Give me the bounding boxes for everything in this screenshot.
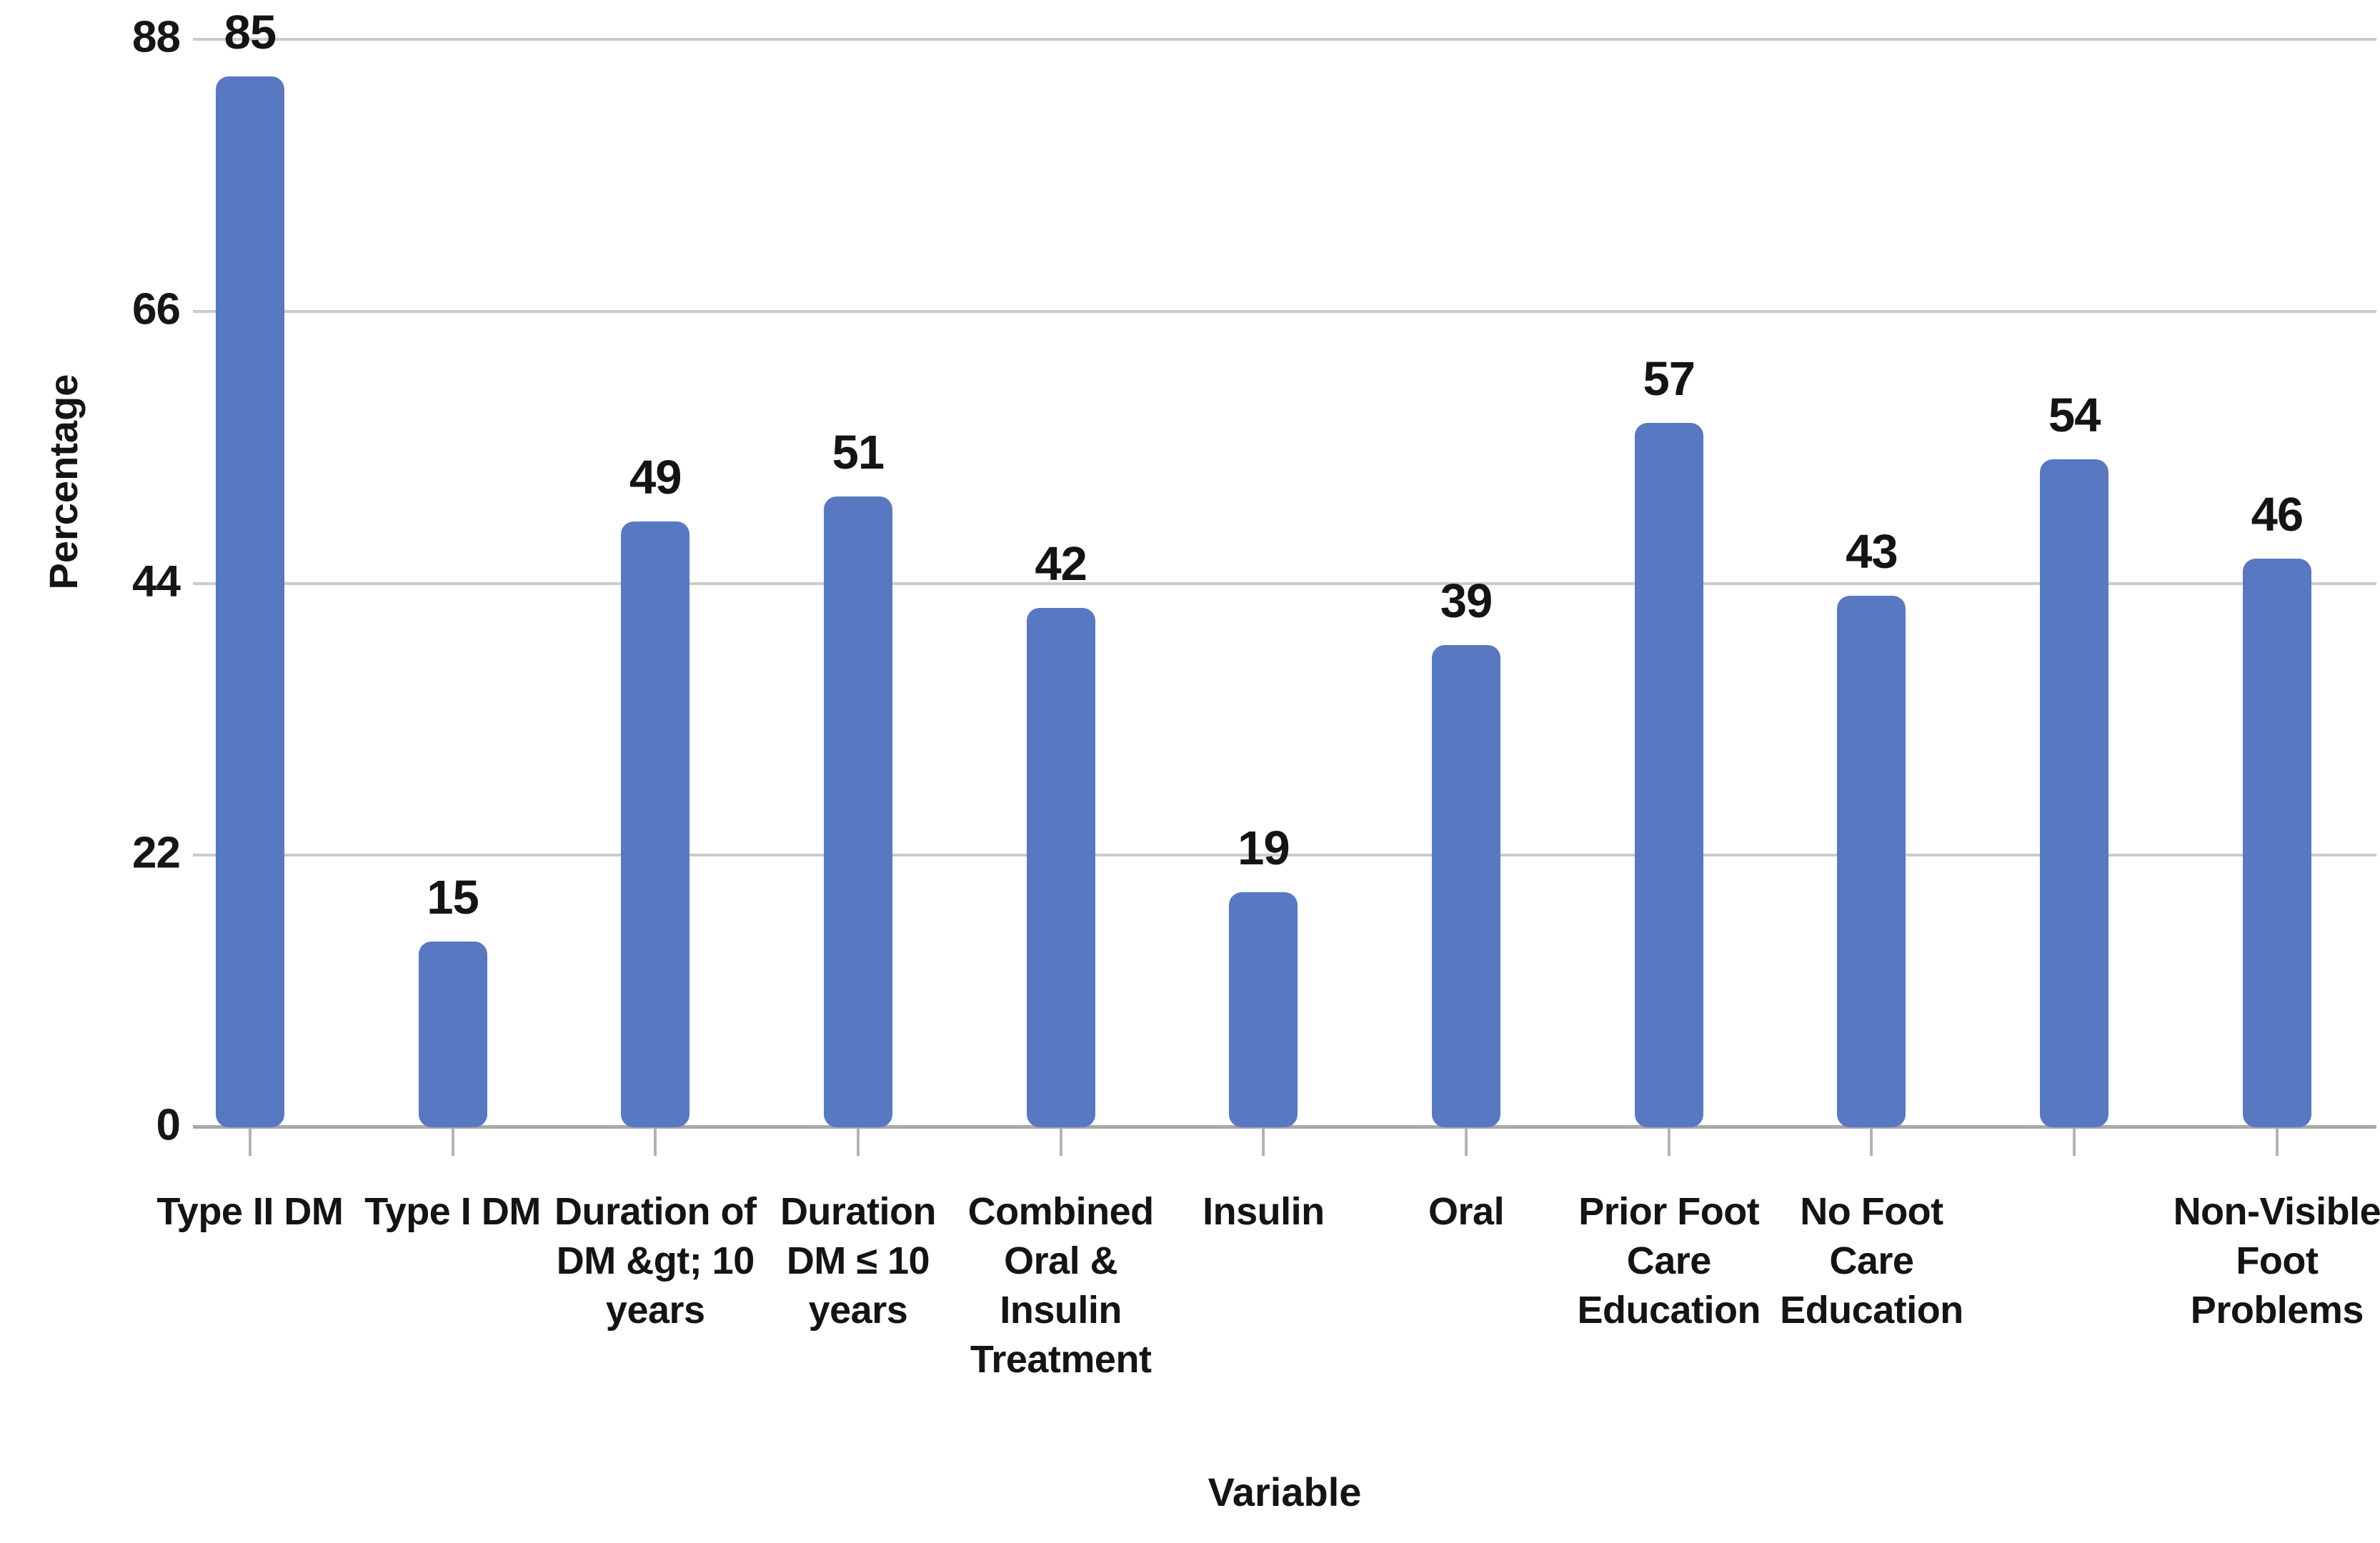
bar-value-label: 51 <box>832 426 885 480</box>
gridline-44 <box>193 581 2376 585</box>
bar-value-label: 42 <box>1035 537 1087 591</box>
x-category-label: Type I DM <box>364 1190 541 1233</box>
gridline-22 <box>193 854 2376 857</box>
bar-oral <box>1432 645 1501 1127</box>
bar-combined <box>1026 608 1095 1127</box>
x-axis-tick-mark <box>654 1129 657 1156</box>
x-category-label: Oral <box>1428 1190 1505 1233</box>
x-axis-title: Variable <box>1208 1469 1362 1514</box>
bar-type-ii-dm <box>215 76 284 1127</box>
y-tick-label-44: 44 <box>132 556 181 606</box>
x-axis-tick-mark <box>856 1129 860 1156</box>
x-category-label: Insulin <box>1203 1190 1325 1233</box>
bar-type-i-dm <box>418 942 487 1127</box>
x-category-label: Combined Oral & Insulin Treatment <box>967 1190 1154 1382</box>
x-category-label: Non-Visible Foot Problems <box>2173 1190 2380 1332</box>
x-axis-tick-mark <box>451 1129 454 1156</box>
bar-non-visible <box>2242 558 2311 1127</box>
bar-value-label: 54 <box>2048 389 2101 443</box>
bar-value-label: 85 <box>224 5 277 59</box>
y-tick-label-88: 88 <box>132 12 181 62</box>
x-axis-tick-mark <box>248 1129 252 1156</box>
x-category-label: Duration DM ≤ 10 years <box>780 1190 936 1332</box>
x-category-label: Type II DM <box>156 1190 344 1233</box>
bar-duration-of <box>621 521 690 1127</box>
x-axis-tick-mark <box>1465 1129 1468 1156</box>
x-axis-tick-mark <box>1059 1129 1062 1156</box>
bar-value-label: 46 <box>2251 487 2304 541</box>
bar-value-label: 43 <box>1846 524 1898 579</box>
bar-no-foot <box>1837 595 1906 1127</box>
x-category-label: No Foot Care Education <box>1780 1190 1963 1332</box>
y-tick-label-22: 22 <box>132 828 181 878</box>
gridline-88 <box>193 38 2376 41</box>
x-axis-tick-mark <box>1262 1129 1265 1156</box>
bar-duration <box>823 496 892 1127</box>
y-tick-label-66: 66 <box>132 284 181 334</box>
gridline-66 <box>193 309 2376 313</box>
y-tick-label-0: 0 <box>156 1100 181 1150</box>
bar-insulin <box>1229 892 1298 1127</box>
bar-value-label: 49 <box>629 450 682 504</box>
x-axis-tick-mark <box>2073 1129 2076 1156</box>
bar-prior-foot <box>1634 422 1703 1127</box>
x-axis-tick-mark <box>2275 1129 2279 1156</box>
x-axis-tick-mark <box>1870 1129 1873 1156</box>
bar-value-label: 15 <box>427 871 479 925</box>
x-category-label: Prior Foot Care Education <box>1577 1190 1761 1332</box>
bar-unlabeled-9 <box>2040 459 2109 1127</box>
bar-value-label: 39 <box>1440 574 1493 629</box>
bar-value-label: 57 <box>1643 351 1696 406</box>
bar-value-label: 19 <box>1238 822 1290 876</box>
x-axis-tick-mark <box>1667 1129 1671 1156</box>
x-category-label: Duration of DM &gt; 10 years <box>554 1190 757 1332</box>
